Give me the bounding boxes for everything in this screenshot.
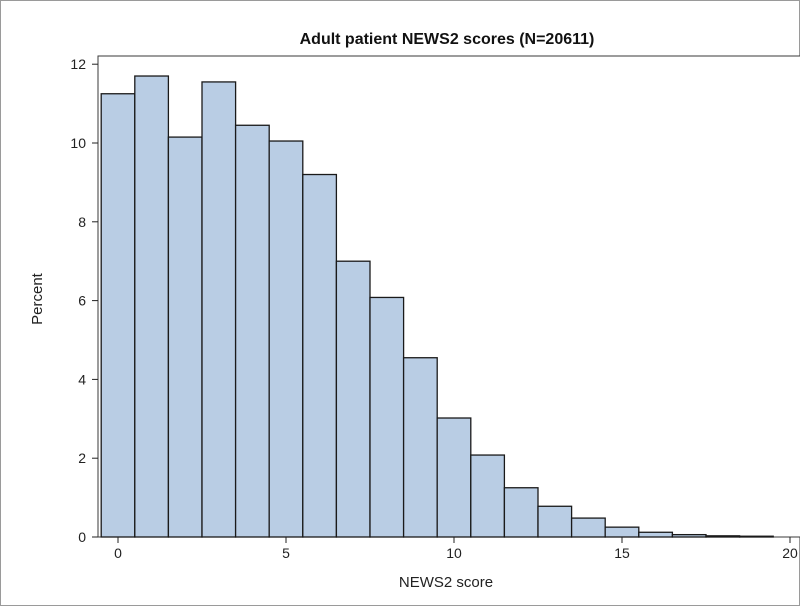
y-axis-label: Percent — [29, 272, 46, 325]
x-tick-label-0: 0 — [114, 545, 122, 561]
bar-score-8 — [369, 296, 405, 538]
x-axis: 0 5 10 15 20 — [114, 537, 798, 561]
y-tick-label-6: 6 — [78, 293, 86, 309]
y-axis: 0 2 4 6 8 10 12 — [70, 56, 98, 545]
bar-score-13 — [537, 505, 573, 538]
bar-score-16 — [638, 531, 674, 538]
bar-score-0 — [100, 93, 136, 538]
y-tick-label-0: 0 — [78, 529, 86, 545]
x-tick-label-20: 20 — [782, 545, 798, 561]
bar-score-12 — [503, 487, 539, 538]
bar-score-4 — [234, 124, 270, 538]
y-tick-label-8: 8 — [78, 214, 86, 230]
bar-score-10 — [436, 417, 472, 538]
y-tick-label-10: 10 — [70, 135, 86, 151]
bar-score-9 — [402, 357, 438, 538]
bar-score-1 — [134, 75, 170, 538]
bar-score-15 — [604, 526, 640, 538]
y-tick-label-2: 2 — [78, 450, 86, 466]
bar-score-17 — [671, 533, 707, 538]
bar-score-3 — [201, 81, 237, 538]
x-tick-label-15: 15 — [614, 545, 630, 561]
bar-score-18 — [705, 535, 741, 538]
y-tick-label-4: 4 — [78, 371, 86, 387]
x-tick-label-5: 5 — [282, 545, 290, 561]
bar-score-5 — [268, 140, 304, 538]
bar-score-6 — [302, 173, 338, 538]
bars-group — [100, 75, 774, 538]
bar-score-14 — [570, 517, 606, 538]
chart-title: Adult patient NEWS2 scores (N=20611) — [300, 31, 595, 48]
x-tick-label-10: 10 — [446, 545, 462, 561]
bar-score-2 — [167, 136, 203, 538]
x-axis-label: NEWS2 score — [399, 574, 493, 591]
bar-score-11 — [470, 454, 506, 538]
bar-score-7 — [335, 260, 371, 538]
y-tick-label-12: 12 — [70, 56, 86, 72]
bar-score-19 — [738, 535, 774, 538]
